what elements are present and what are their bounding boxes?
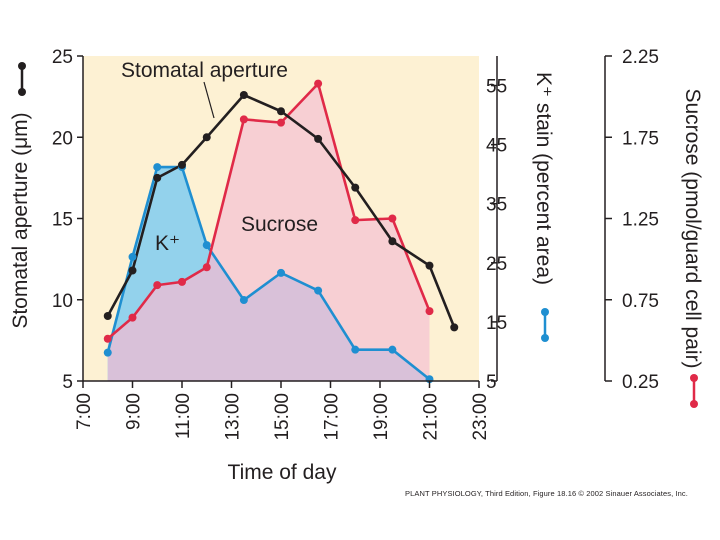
sucrose-annotation: Sucrose <box>241 213 318 236</box>
aperture-tick-label: 10 <box>52 291 73 312</box>
aperture-tick-label: 15 <box>52 210 73 231</box>
potassium-point <box>202 241 211 250</box>
aperture-tick-label: 25 <box>52 47 73 68</box>
x-tick-label: 15:00 <box>272 393 293 441</box>
potassium-point <box>103 348 112 357</box>
x-tick-label: 17:00 <box>322 393 343 441</box>
sucrose-point <box>153 281 162 290</box>
x-tick-label: 7:00 <box>74 393 95 430</box>
sucrose-point <box>277 118 285 127</box>
figure-credit: PLANT PHYSIOLOGY, Third Edition, Figure … <box>405 489 688 498</box>
sucrose-point <box>103 334 112 343</box>
potassium-point <box>277 268 285 277</box>
x-tick-label: 13:00 <box>223 393 244 441</box>
aperture-point <box>128 266 137 275</box>
potassium-point <box>314 286 323 295</box>
potassium-legend-point <box>541 308 549 316</box>
aperture-point <box>153 173 162 182</box>
aperture-point <box>202 133 211 142</box>
x-tick-label: 23:00 <box>470 393 491 441</box>
aperture-line <box>106 93 456 328</box>
aperture-point <box>314 134 323 143</box>
potassium-axis-title: K⁺ stain (percent area) <box>532 72 555 285</box>
sucrose-point <box>425 307 434 316</box>
annotation-pointer <box>203 81 215 119</box>
aperture-legend-point <box>18 88 26 96</box>
potassium-tick-label: 55 <box>486 77 507 98</box>
sucrose-legend-point <box>690 374 698 382</box>
potassium-tick-label: 5 <box>486 372 497 393</box>
x-tick-label: 21:00 <box>421 393 442 441</box>
aperture-point <box>450 323 459 332</box>
aperture-axis-title: Stomatal aperture (μm) <box>9 112 32 328</box>
aperture-point <box>425 261 434 270</box>
potassium-point <box>239 296 248 305</box>
aperture-annotation: Stomatal aperture <box>121 59 288 82</box>
aperture-legend-point <box>18 62 26 70</box>
x-axis-title: Time of day <box>228 461 337 484</box>
sucrose-point <box>202 263 211 272</box>
potassium-tick-label: 35 <box>486 195 507 216</box>
potassium-annotation: K⁺ <box>155 232 180 255</box>
sucrose-point <box>239 115 248 124</box>
aperture-point <box>178 160 186 169</box>
potassium-tick-label: 25 <box>486 254 507 275</box>
aperture-tick-label: 5 <box>62 372 73 393</box>
sucrose-tick-label: 0.75 <box>622 291 659 312</box>
sucrose-point <box>314 79 323 88</box>
aperture-point <box>351 183 360 192</box>
aperture-point <box>239 91 248 99</box>
sucrose-legend-point <box>690 400 698 408</box>
sucrose-point <box>128 313 137 322</box>
x-tick-label: 19:00 <box>371 393 392 441</box>
aperture-point <box>103 312 112 320</box>
x-tick-label: 9:00 <box>124 393 145 430</box>
potassium-legend-point <box>541 334 549 342</box>
sucrose-tick-label: 1.75 <box>622 128 659 149</box>
potassium-tick-label: 15 <box>486 313 507 334</box>
aperture-point <box>388 237 397 246</box>
aperture-point <box>277 107 285 116</box>
sucrose-point <box>388 214 397 223</box>
sucrose-axis-title: Sucrose (pmol/guard cell pair) <box>681 88 704 368</box>
potassium-tick-label: 45 <box>486 136 507 157</box>
aperture-tick-label: 20 <box>52 128 73 149</box>
potassium-point <box>153 163 162 172</box>
potassium-point <box>351 345 360 354</box>
sucrose-tick-label: 2.25 <box>622 47 659 68</box>
potassium-point <box>388 345 397 354</box>
sucrose-tick-label: 0.25 <box>622 372 659 393</box>
potassium-point <box>128 252 137 261</box>
x-tick-label: 11:00 <box>173 393 194 439</box>
sucrose-point <box>351 216 360 225</box>
sucrose-point <box>178 277 186 286</box>
sucrose-tick-label: 1.25 <box>622 210 659 231</box>
